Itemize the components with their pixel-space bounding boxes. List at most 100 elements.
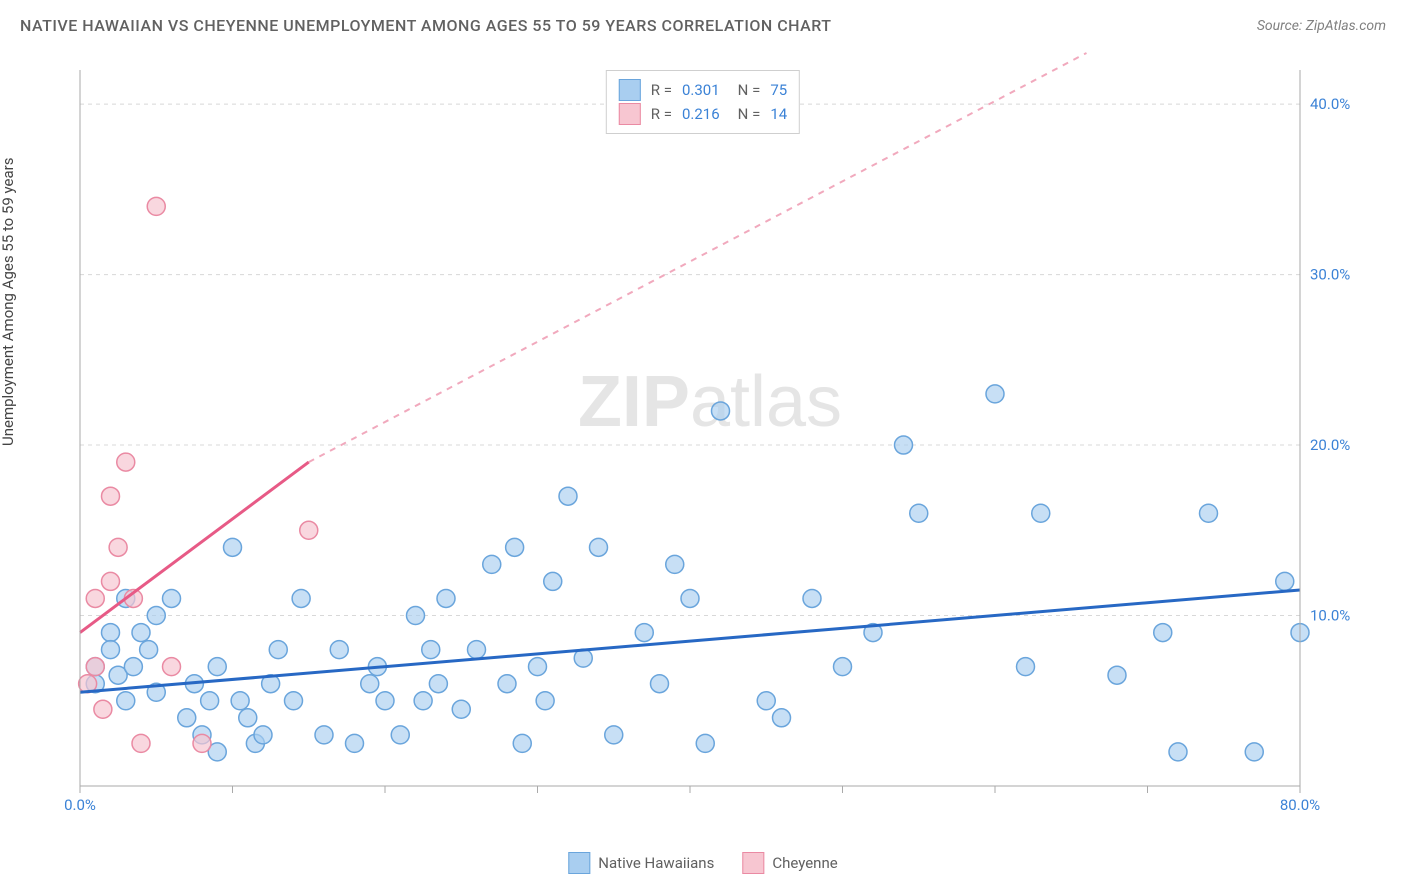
data-point [109,538,127,556]
data-point [712,402,730,420]
data-point [1200,504,1218,522]
data-point [193,734,211,752]
y-tick-label: 30.0% [1310,266,1350,284]
y-tick-label: 10.0% [1310,607,1350,625]
series-legend: Native Hawaiians Cheyenne [568,852,837,874]
data-point [208,658,226,676]
data-point [117,692,135,710]
data-point [681,589,699,607]
data-point [124,658,142,676]
data-point [529,658,547,676]
data-point [1169,743,1187,761]
legend-r-value: 0.301 [682,81,720,99]
y-tick-label: 40.0% [1310,95,1350,113]
data-point [117,453,135,471]
data-point [330,641,348,659]
data-point [666,555,684,573]
data-point [201,692,219,710]
data-point [315,726,333,744]
data-point [391,726,409,744]
data-point [590,538,608,556]
data-point [407,607,425,625]
series-legend-item: Cheyenne [742,852,837,874]
data-point [414,692,432,710]
data-point [292,589,310,607]
data-point [422,641,440,659]
x-tick-label: 0.0% [64,796,96,814]
data-point [757,692,775,710]
data-point [178,709,196,727]
data-point [895,436,913,454]
data-point [147,607,165,625]
data-point [94,700,112,718]
legend-n-value: 14 [770,105,787,123]
legend-n-label: N = [738,81,761,99]
data-point [102,487,120,505]
data-point [239,709,257,727]
legend-row: R = 0.301 N = 75 [619,79,787,101]
data-point [468,641,486,659]
legend-swatch [619,79,641,101]
legend-r-label: R = [651,81,672,99]
data-point [429,675,447,693]
plot-area: 10.0% 20.0% 30.0% 40.0% ZIPatlas 0.0% 80.0% [60,66,1360,826]
data-point [498,675,516,693]
data-point [140,641,158,659]
legend-row: R =0.216N =14 [619,103,787,125]
data-point [254,726,272,744]
chart-header: NATIVE HAWAIIAN VS CHEYENNE UNEMPLOYMENT… [20,16,1386,35]
series-legend-label: Cheyenne [772,854,837,872]
data-point [285,692,303,710]
data-point [102,572,120,590]
data-point [773,709,791,727]
data-point [1017,658,1035,676]
series-legend-label: Native Hawaiians [598,854,714,872]
data-point [132,624,150,642]
data-point [102,624,120,642]
data-point [300,521,318,539]
data-point [1154,624,1172,642]
data-point [132,734,150,752]
series-legend-item: Native Hawaiians [568,852,714,874]
legend-n-value: 75 [770,81,787,99]
data-point [513,734,531,752]
data-point [544,572,562,590]
data-point [376,692,394,710]
data-point [1276,572,1294,590]
data-point [269,641,287,659]
data-point [163,589,181,607]
data-point [803,589,821,607]
data-point [1108,666,1126,684]
data-point [102,641,120,659]
legend-swatch [619,103,641,125]
data-point [651,675,669,693]
data-point [559,487,577,505]
scatter-plot-svg: 10.0% 20.0% 30.0% 40.0% ZIPatlas 0.0% 80.0% [60,66,1360,826]
data-point [147,197,165,215]
data-point [506,538,524,556]
data-point [224,538,242,556]
data-point [231,692,249,710]
correlation-legend: R =0.301N =75R =0.216N =14 [606,70,800,134]
data-point [910,504,928,522]
data-point [346,734,364,752]
legend-swatch [742,852,764,874]
data-point [1032,504,1050,522]
data-point [536,692,554,710]
data-point [86,658,104,676]
data-point [361,675,379,693]
data-point [437,589,455,607]
data-point [483,555,501,573]
legend-n-label: N = [738,105,761,123]
legend-swatch [568,852,590,874]
x-tick-label: 80.0% [1280,796,1320,814]
data-point [696,734,714,752]
data-point [1245,743,1263,761]
source-attribution: Source: ZipAtlas.com [1257,18,1386,34]
watermark: ZIPatlas [578,362,842,442]
data-point [635,624,653,642]
y-tick-label: 20.0% [1310,436,1350,454]
data-point [834,658,852,676]
data-point [605,726,623,744]
data-point [986,385,1004,403]
